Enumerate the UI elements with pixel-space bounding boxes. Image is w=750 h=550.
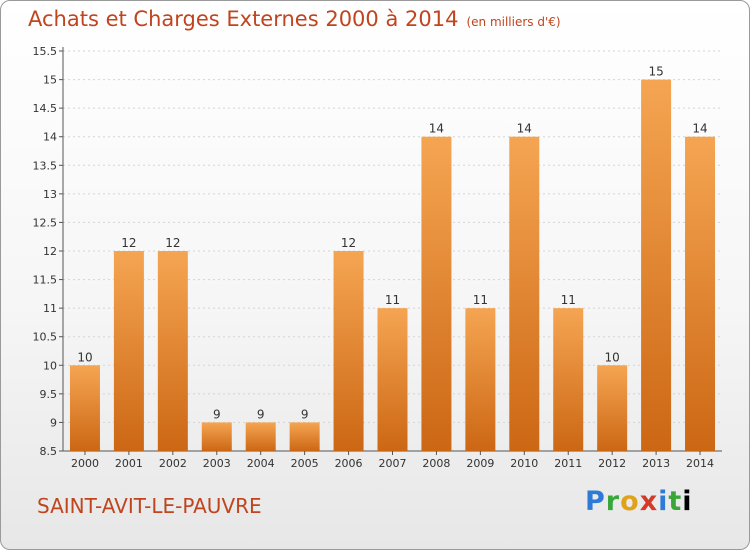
bar-value-label: 10 [77,350,92,364]
bar [465,308,496,451]
x-tick-label: 2012 [598,457,626,470]
y-tick-label: 10.5 [33,331,58,344]
bars [69,79,716,452]
x-tick-label: 2007 [379,457,407,470]
bar-value-label: 9 [301,407,309,421]
logo-letter: i [682,486,693,517]
y-tick-label: 9 [50,416,57,429]
logo-letter: o [620,486,640,517]
x-tick-label: 2009 [466,457,494,470]
y-tick-label: 15.5 [33,45,58,58]
x-tick-label: 2013 [642,457,670,470]
bar-value-label: 15 [648,65,663,79]
x-tick-label: 2005 [291,457,319,470]
y-tick-label: 11.5 [33,274,58,287]
bar [597,365,628,451]
bar [641,79,672,452]
bar-value-label: 11 [473,293,488,307]
logo-letter: i [658,486,669,517]
x-tick-label: 2008 [422,457,450,470]
bar-value-label: 9 [213,407,221,421]
y-tick-label: 14.5 [33,102,58,115]
x-tick-label: 2006 [335,457,363,470]
logo-letter: t [668,486,683,517]
bar-value-label: 11 [561,293,576,307]
y-tick-label: 12.5 [33,216,58,229]
bar [113,251,144,451]
bar [289,422,320,451]
x-tick-label: 2002 [159,457,187,470]
bar [377,308,408,451]
bar [245,422,276,451]
bar-value-label: 14 [429,122,444,136]
y-tick-label: 9.5 [40,388,58,401]
logo-letter: P [585,486,606,517]
bar-value-label: 10 [605,350,620,364]
x-tick-label: 2003 [203,457,231,470]
bar-value-label: 12 [121,236,136,250]
y-tick-label: 10 [43,359,57,372]
bar-value-label: 11 [385,293,400,307]
bar [553,308,584,451]
logo-letter: x [639,486,659,517]
y-tick-label: 14 [43,131,57,144]
x-tick-label: 2010 [510,457,538,470]
bar [333,251,364,451]
bar-value-label: 14 [692,122,707,136]
bar [421,136,452,451]
bar [69,365,100,451]
bar-value-label: 12 [341,236,356,250]
bar-value-label: 12 [165,236,180,250]
bar-value-label: 14 [517,122,532,136]
x-tick-label: 2001 [115,457,143,470]
y-tick-label: 15 [43,74,57,87]
y-tick-label: 13 [43,188,57,201]
chart-title-text: Achats et Charges Externes 2000 à 2014 [28,7,459,31]
y-tick-label: 8.5 [40,445,58,458]
y-tick-label: 11 [43,302,57,315]
bar-value-label: 9 [257,407,265,421]
bar [201,422,232,451]
chart-title: Achats et Charges Externes 2000 à 2014 (e… [28,7,561,31]
labels: 8.5 9 9.5 10 10.5 11 11.5 12 12.5 13 13.5 14 14.5 15 1… [33,45,715,470]
y-tick-label: 13.5 [33,159,58,172]
bar [509,136,540,451]
y-tick-label: 12 [43,245,57,258]
x-tick-label: 2014 [686,457,714,470]
bar [157,251,188,451]
commune-name: SAINT-AVIT-LE-PAUVRE [37,494,262,518]
proxiti-logo: Proxiti [585,486,693,517]
logo-letter: r [605,486,621,517]
x-tick-label: 2000 [71,457,99,470]
x-tick-label: 2004 [247,457,275,470]
bar [685,136,716,451]
chart-subtitle: (en milliers d'€) [466,15,561,29]
x-tick-label: 2011 [554,457,582,470]
